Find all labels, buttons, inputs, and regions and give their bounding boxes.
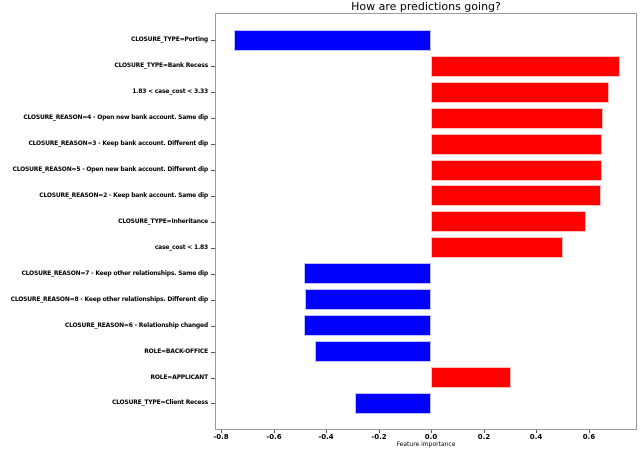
- y-tick-mark: [211, 248, 215, 249]
- y-tick-label: CLOSURE_TYPE=Client Recess: [111, 399, 208, 406]
- bar: [431, 211, 586, 232]
- y-tick-label: CLOSURE_TYPE=Porting: [131, 36, 208, 43]
- bar: [304, 315, 431, 336]
- x-tick-mark: [379, 430, 380, 433]
- y-tick-mark: [211, 40, 215, 41]
- y-tick-mark: [211, 326, 215, 327]
- x-tick-mark: [484, 430, 485, 433]
- x-tick-mark: [274, 430, 275, 433]
- x-tick-label: -0.2: [371, 433, 387, 441]
- y-tick-mark: [211, 403, 215, 404]
- y-tick-label: CLOSURE_REASON=4 - Open new bank account…: [23, 114, 208, 121]
- y-tick-mark: [211, 378, 215, 379]
- x-tick-mark: [326, 430, 327, 433]
- y-tick-label: CLOSURE_REASON=6 - Relationship changed: [64, 322, 208, 329]
- y-tick-mark: [211, 170, 215, 171]
- y-tick-mark: [211, 144, 215, 145]
- bar: [431, 108, 603, 129]
- x-tick-mark: [536, 430, 537, 433]
- x-tick-label: -0.4: [318, 433, 334, 441]
- y-tick-label: CLOSURE_TYPE=Bank Recess: [114, 62, 208, 69]
- bar: [355, 393, 431, 414]
- bar: [431, 56, 620, 77]
- x-tick-label: 0.4: [529, 433, 543, 441]
- y-tick-label: CLOSURE_TYPE=Inheritance: [118, 218, 208, 225]
- x-axis-label: Feature importance: [396, 441, 456, 448]
- y-tick-label: case_cost < 1.83: [154, 244, 208, 251]
- y-tick-mark: [211, 92, 215, 93]
- bar: [315, 341, 431, 362]
- x-tick-label: 0.0: [424, 433, 438, 441]
- y-tick-mark: [211, 66, 215, 67]
- bar: [234, 30, 431, 51]
- bar: [431, 82, 609, 103]
- x-tick-label: -0.8: [213, 433, 229, 441]
- y-tick-label: ROLE=BACK-OFFICE: [144, 348, 208, 355]
- bar: [305, 289, 431, 310]
- y-tick-label: CLOSURE_REASON=8 - Keep other relationsh…: [10, 296, 209, 303]
- x-tick-label: -0.6: [266, 433, 282, 441]
- y-tick-label: ROLE=APPLICANT: [150, 374, 208, 381]
- x-tick-label: 0.2: [477, 433, 491, 441]
- y-tick-label: CLOSURE_REASON=7 - Keep other relationsh…: [21, 270, 208, 277]
- y-tick-mark: [211, 118, 215, 119]
- chart-title: How are predictions going?: [351, 0, 501, 13]
- plot-area: [215, 13, 637, 430]
- y-tick-label: CLOSURE_REASON=3 - Keep bank account. Di…: [28, 140, 208, 147]
- y-tick-label: 1.83 < case_cost < 3.33: [132, 88, 208, 95]
- y-tick-label: CLOSURE_REASON=2 - Keep bank account. Sa…: [39, 192, 208, 199]
- bar: [304, 263, 431, 284]
- y-tick-mark: [211, 274, 215, 275]
- y-tick-mark: [211, 300, 215, 301]
- y-tick-mark: [211, 222, 215, 223]
- bar: [431, 237, 563, 258]
- y-tick-mark: [211, 352, 215, 353]
- y-tick-mark: [211, 196, 215, 197]
- bar: [431, 367, 511, 388]
- x-tick-label: 0.6: [582, 433, 596, 441]
- x-tick-mark: [221, 430, 222, 433]
- x-tick-mark: [431, 430, 432, 433]
- y-tick-label: CLOSURE_REASON=5 - Open new bank account…: [12, 166, 209, 173]
- bar: [431, 160, 602, 181]
- bar: [431, 185, 601, 206]
- x-tick-mark: [589, 430, 590, 433]
- bar: [431, 134, 602, 155]
